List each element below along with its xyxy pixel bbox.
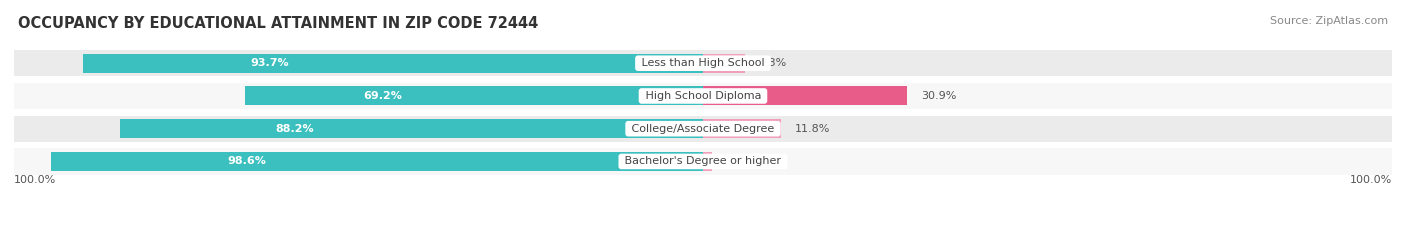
Bar — [51, 152, 703, 171]
Bar — [14, 148, 1392, 175]
Text: College/Associate Degree: College/Associate Degree — [628, 124, 778, 134]
Bar — [245, 86, 703, 106]
Bar — [14, 50, 1392, 76]
Text: 93.7%: 93.7% — [250, 58, 288, 68]
Text: 30.9%: 30.9% — [921, 91, 956, 101]
Bar — [120, 119, 703, 138]
Bar — [703, 86, 907, 106]
Text: Bachelor's Degree or higher: Bachelor's Degree or higher — [621, 156, 785, 166]
Text: 6.3%: 6.3% — [758, 58, 787, 68]
Bar — [14, 83, 1392, 109]
Text: Source: ZipAtlas.com: Source: ZipAtlas.com — [1270, 16, 1388, 26]
Text: 1.4%: 1.4% — [725, 156, 755, 166]
Text: 69.2%: 69.2% — [363, 91, 402, 101]
Bar — [703, 152, 713, 171]
Text: 88.2%: 88.2% — [276, 124, 314, 134]
Text: OCCUPANCY BY EDUCATIONAL ATTAINMENT IN ZIP CODE 72444: OCCUPANCY BY EDUCATIONAL ATTAINMENT IN Z… — [18, 16, 538, 31]
Text: 100.0%: 100.0% — [1350, 175, 1392, 185]
Bar — [703, 119, 782, 138]
Text: High School Diploma: High School Diploma — [641, 91, 765, 101]
Bar — [14, 116, 1392, 142]
Bar — [703, 54, 745, 73]
Bar — [83, 54, 703, 73]
Text: Less than High School: Less than High School — [638, 58, 768, 68]
Text: 11.8%: 11.8% — [794, 124, 830, 134]
Text: 98.6%: 98.6% — [228, 156, 266, 166]
Text: 100.0%: 100.0% — [14, 175, 56, 185]
